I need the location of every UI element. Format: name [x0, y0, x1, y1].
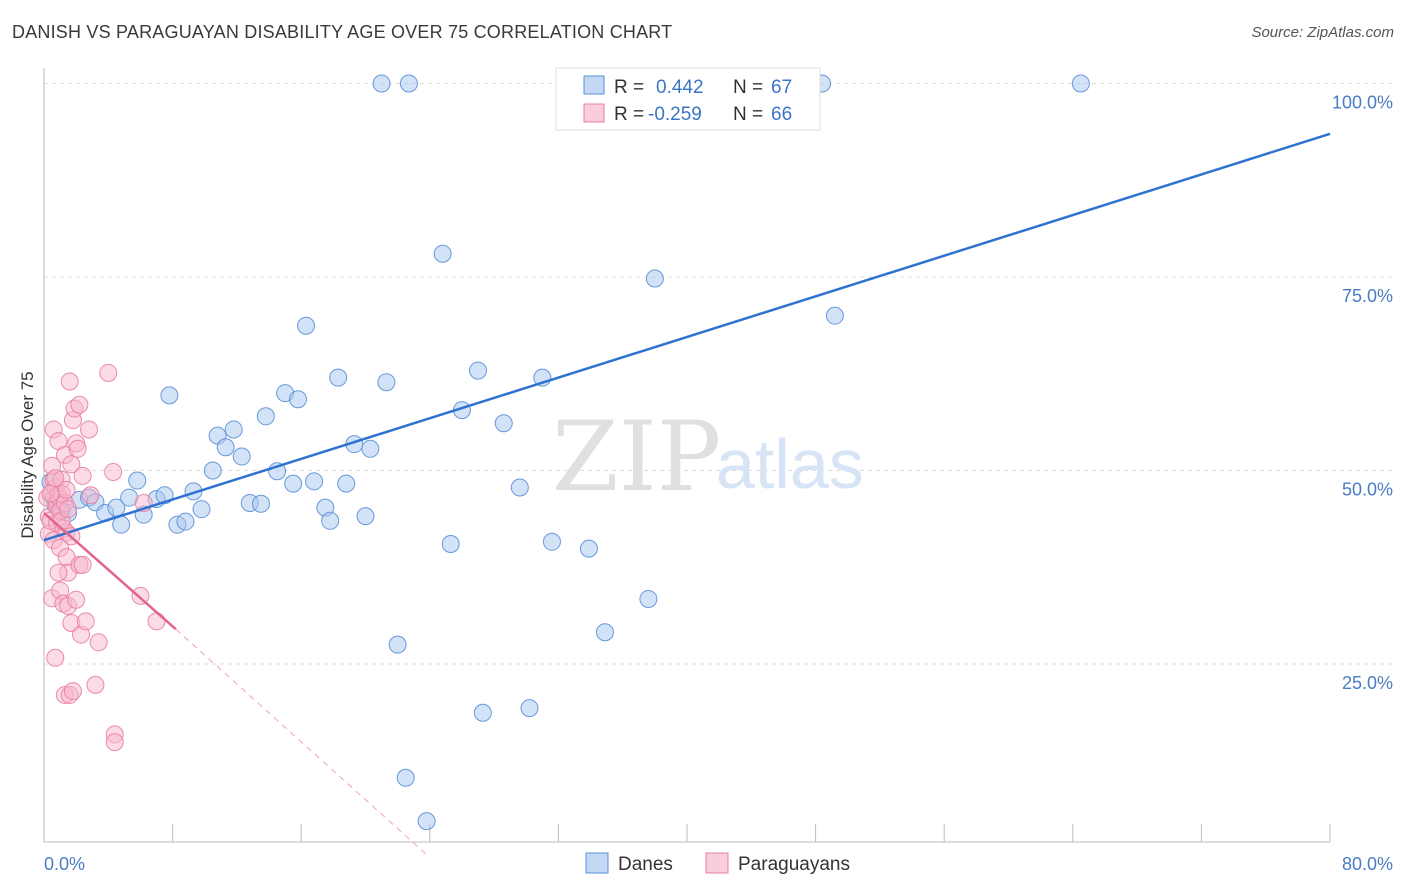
stats-n-label-danes: N =: [733, 77, 763, 98]
paraguayans-point-55: [105, 733, 124, 752]
danes-point-55: [510, 478, 529, 497]
stats-swatch-danes: [583, 75, 605, 95]
danes-point-48: [417, 812, 436, 831]
danes-point-38: [329, 368, 348, 387]
paraguayans-point-34: [62, 455, 81, 474]
y-tick-label-25: 25.0%: [1342, 673, 1393, 693]
danes-point-59: [579, 539, 598, 558]
danes-point-34: [297, 316, 316, 335]
danes-point-65: [825, 306, 844, 325]
danes-trend-line: [43, 132, 1331, 542]
danes-point-28: [252, 494, 271, 513]
paraguayans-point-62: [49, 563, 68, 582]
stats-r-value-danes: 0.442: [656, 77, 704, 98]
trend-lines: [43, 132, 1331, 858]
danes-point-35: [305, 472, 324, 491]
paraguayans-point-58: [147, 612, 166, 631]
danes-point-43: [372, 74, 391, 93]
stats-legend: R = 0.442 N = 67 R = -0.259 N = 66: [555, 67, 821, 131]
danes-point-45: [388, 635, 407, 654]
stats-swatch-paraguayans: [583, 103, 605, 123]
watermark-zip: ZIP: [552, 401, 721, 513]
paraguayans-point-42: [68, 439, 87, 458]
paraguayans-point-51: [89, 633, 108, 652]
y-tick-label-100: 100.0%: [1332, 92, 1393, 112]
danes-point-61: [639, 589, 658, 608]
stats-n-label-paraguayans: N =: [733, 104, 763, 125]
stats-r-label-paraguayans: R =: [614, 104, 644, 125]
paraguayans-point-10: [46, 648, 65, 667]
danes-point-47: [399, 74, 418, 93]
legend-swatch-paraguayans[interactable]: [705, 852, 729, 874]
danes-point-29: [256, 407, 275, 426]
series-legend: Danes Paraguayans: [585, 852, 850, 875]
stats-n-value-danes: 67: [771, 77, 792, 98]
series-paraguayans-points: [38, 363, 166, 752]
danes-point-49: [433, 244, 452, 263]
danes-point-26: [232, 447, 251, 466]
paraguayans-point-53: [104, 463, 123, 482]
paraguayans-trend-extension: [175, 628, 431, 858]
danes-point-25: [224, 420, 243, 439]
y-axis-tick-labels: 25.0% 50.0% 75.0% 100.0%: [1332, 92, 1393, 693]
danes-point-53: [473, 703, 492, 722]
danes-point-52: [469, 361, 488, 380]
danes-point-37: [321, 511, 340, 530]
watermark-atlas: atlas: [716, 425, 864, 503]
danes-point-32: [284, 474, 303, 493]
stats-r-label-danes: R =: [614, 77, 644, 98]
danes-point-21: [192, 500, 211, 519]
y-tick-label-50: 50.0%: [1342, 479, 1393, 499]
danes-point-42: [361, 439, 380, 458]
paraguayans-point-65: [46, 469, 65, 488]
paraguayans-point-46: [73, 466, 92, 485]
danes-point-60: [596, 623, 615, 642]
paraguayans-point-59: [81, 486, 100, 505]
x-tick-label-max: 80.0%: [1342, 854, 1393, 874]
danes-point-33: [288, 390, 307, 409]
paraguayans-point-41: [67, 590, 86, 609]
danes-point-62: [645, 269, 664, 288]
danes-point-19: [176, 512, 195, 531]
danes-point-66: [1071, 74, 1090, 93]
paraguayans-point-38: [63, 682, 82, 701]
paraguayans-point-43: [70, 395, 89, 414]
chart-title: DANISH VS PARAGUAYAN DISABILITY AGE OVER…: [12, 22, 673, 42]
danes-point-39: [337, 474, 356, 493]
stats-r-value-paraguayans: -0.259: [648, 104, 702, 125]
danes-point-17: [160, 386, 179, 405]
danes-point-56: [520, 699, 539, 718]
paraguayans-point-63: [41, 484, 60, 503]
danes-point-58: [542, 532, 561, 551]
source-credit: Source: ZipAtlas.com: [1251, 24, 1394, 41]
x-axis-ticks: [172, 824, 1331, 842]
paraguayans-point-32: [60, 372, 79, 391]
paraguayans-point-50: [86, 675, 105, 694]
x-tick-label-min: 0.0%: [44, 854, 85, 874]
watermark: ZIP atlas: [552, 401, 864, 513]
legend-label-danes[interactable]: Danes: [618, 854, 673, 875]
paraguayans-point-52: [99, 363, 118, 382]
paraguayans-point-47: [73, 555, 92, 574]
danes-point-50: [441, 535, 460, 554]
y-axis-label: Disability Age Over 75: [18, 371, 37, 538]
paraguayans-trend-line: [43, 512, 177, 631]
legend-label-paraguayans[interactable]: Paraguayans: [738, 854, 850, 875]
danes-point-46: [396, 768, 415, 787]
danes-point-13: [128, 471, 147, 490]
danes-point-54: [494, 414, 513, 433]
danes-point-44: [377, 373, 396, 392]
danes-point-22: [203, 461, 222, 480]
grid-lines: [44, 82, 1394, 665]
stats-n-value-paraguayans: 66: [771, 104, 792, 125]
y-tick-label-75: 75.0%: [1342, 286, 1393, 306]
legend-swatch-danes[interactable]: [585, 852, 609, 874]
paraguayans-point-64: [59, 500, 78, 519]
danes-point-24: [216, 438, 235, 457]
danes-point-41: [356, 507, 375, 526]
paraguayans-point-49: [80, 420, 99, 439]
paraguayans-point-48: [76, 612, 95, 631]
